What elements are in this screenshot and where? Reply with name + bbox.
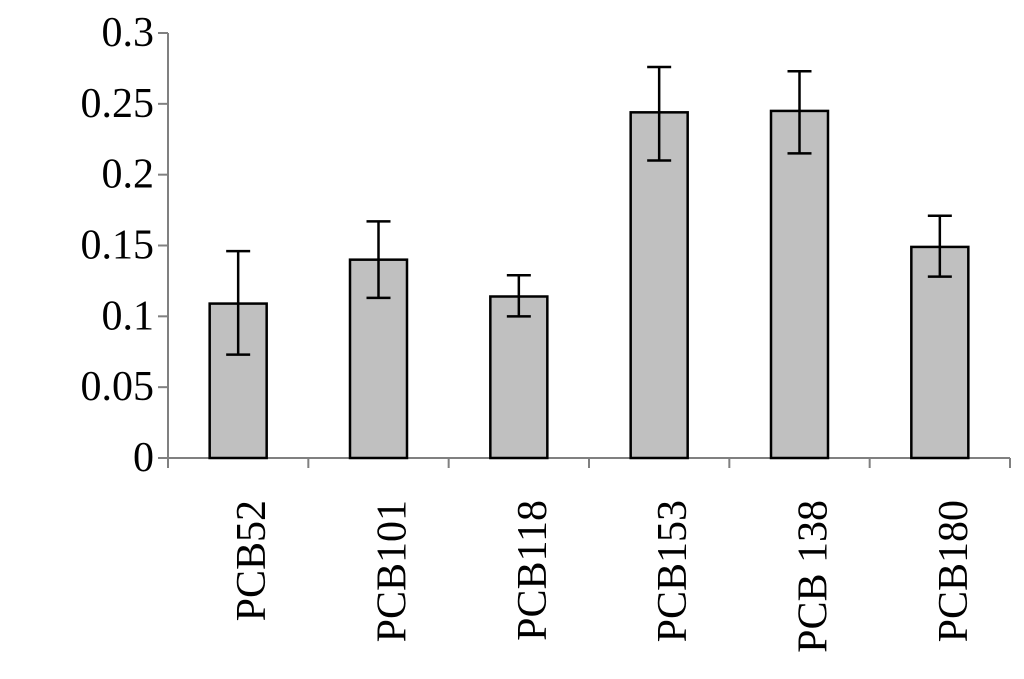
x-tick-label: PCB101: [370, 500, 416, 642]
x-tick-label: PCB52: [229, 500, 275, 621]
y-tick-label: 0.05: [81, 364, 155, 410]
y-tick-label: 0.1: [102, 293, 155, 339]
x-tick-label: PCB118: [510, 500, 556, 641]
y-tick-label: 0.3: [102, 10, 155, 56]
y-tick-label: 0.25: [81, 81, 155, 127]
y-tick-label: 0.15: [81, 223, 155, 269]
bars: [208, 109, 970, 460]
bar: [769, 109, 830, 460]
y-axis: [158, 32, 169, 459]
y-tick-label: 0.2: [102, 152, 155, 198]
bar: [208, 302, 268, 460]
bar: [629, 111, 689, 460]
bar: [489, 295, 549, 460]
bar: [910, 245, 970, 460]
error-bars: [226, 65, 952, 356]
x-tick-labels: PCB52 PCB101 PCB118 PCB153 PCB 138 PCB180: [229, 500, 977, 653]
x-tick-label: PCB 138: [791, 500, 837, 653]
y-tick-labels: 0 0.05 0.1 0.15 0.2 0.25 0.3: [81, 10, 155, 481]
y-tick-label: 0: [133, 435, 154, 481]
x-tick-label: PCB180: [931, 500, 977, 642]
x-tick-label: PCB153: [650, 500, 696, 642]
x-axis: [167, 457, 1011, 468]
